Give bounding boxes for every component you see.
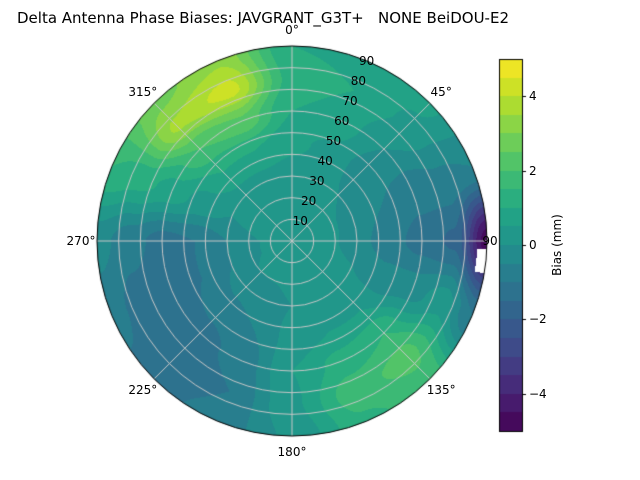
polar-contour-figure: Delta Antenna Phase Biases: JAVGRANT_G3T…	[0, 0, 640, 480]
polar-heatmap-canvas	[0, 0, 640, 480]
